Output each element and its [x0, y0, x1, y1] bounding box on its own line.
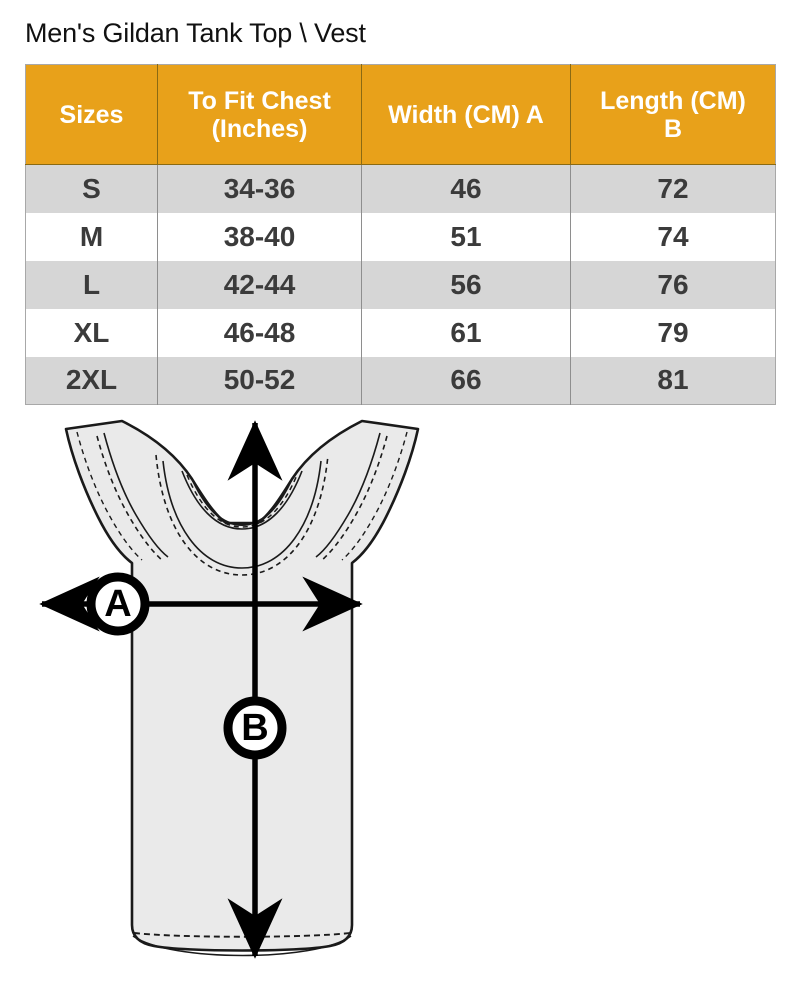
page-title: Men's Gildan Tank Top \ Vest: [25, 18, 366, 48]
left-strap-seam: [103, 432, 169, 558]
cell-chest: 46-48: [157, 308, 362, 357]
cell-size: M: [25, 212, 158, 261]
table-row: 2XL 50-52 66 81: [25, 356, 776, 405]
measurement-a-width: A: [39, 572, 363, 636]
column-header-length: Length (CM) B: [570, 64, 776, 165]
measurement-a-label: A: [104, 583, 131, 625]
column-header-sizes: Sizes: [25, 64, 158, 165]
neckline-inner-scoop-stitch: [155, 454, 329, 576]
cell-chest: 38-40: [157, 212, 362, 261]
cell-chest: 34-36: [157, 164, 362, 213]
measurement-b-label: B: [241, 707, 268, 749]
right-strap-stitch: [320, 435, 388, 562]
garment-body-outline: [64, 419, 420, 952]
table-row: XL 46-48 61 79: [25, 308, 776, 357]
bottom-hem-stitch: [133, 932, 351, 938]
right-strap-seam: [315, 432, 381, 558]
cell-length: 81: [570, 356, 776, 405]
neckline-collar-stitch: [186, 474, 298, 528]
table-body: S 34-36 46 72 M 38-40 51 74 L 42-44 56 7…: [25, 164, 776, 405]
size-chart-container: Sizes To Fit Chest (Inches) Width (CM) A…: [25, 64, 776, 405]
table-header: Sizes To Fit Chest (Inches) Width (CM) A…: [25, 64, 776, 165]
column-header-width: Width (CM) A: [361, 64, 571, 165]
measurement-a-badge: [86, 572, 150, 636]
measurement-b-length: B: [223, 420, 287, 959]
size-chart-table: Sizes To Fit Chest (Inches) Width (CM) A…: [25, 64, 776, 405]
table-row: M 38-40 51 74: [25, 212, 776, 261]
cell-width: 61: [361, 308, 571, 357]
measurement-b-badge: [223, 696, 287, 760]
cell-width: 66: [361, 356, 571, 405]
table-header-row: Sizes To Fit Chest (Inches) Width (CM) A…: [25, 64, 776, 165]
cell-size: L: [25, 260, 158, 309]
table-row: S 34-36 46 72: [25, 164, 776, 213]
cell-width: 56: [361, 260, 571, 309]
garment-diagram: A B: [0, 405, 800, 985]
cell-chest: 50-52: [157, 356, 362, 405]
cell-length: 76: [570, 260, 776, 309]
cell-chest: 42-44: [157, 260, 362, 309]
cell-length: 79: [570, 308, 776, 357]
cell-length: 74: [570, 212, 776, 261]
cell-size: S: [25, 164, 158, 213]
table-row: L 42-44 56 76: [25, 260, 776, 309]
tank-top-illustration: [64, 419, 420, 957]
cell-length: 72: [570, 164, 776, 213]
cell-size: XL: [25, 308, 158, 357]
cell-width: 46: [361, 164, 571, 213]
left-strap-stitch: [96, 435, 164, 562]
cell-size: 2XL: [25, 356, 158, 405]
cell-width: 51: [361, 212, 571, 261]
column-header-chest: To Fit Chest (Inches): [157, 64, 362, 165]
